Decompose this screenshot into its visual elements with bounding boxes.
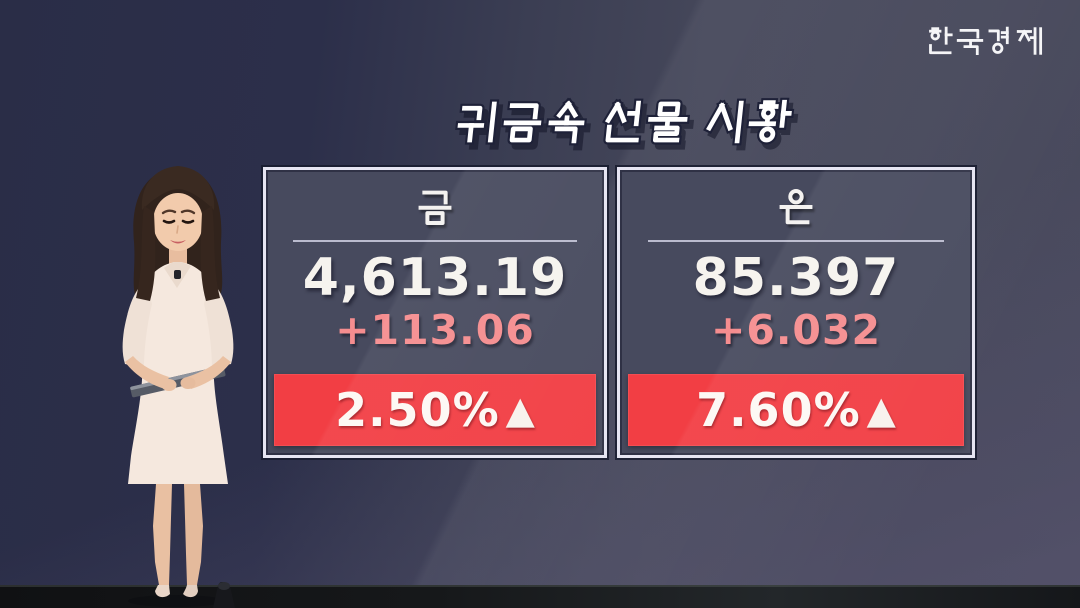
program-title: 귀금속 선물 시황 [452,94,804,150]
market-card-gold: 금 4,613.19 +113.06 2.50% ▲ [263,167,607,458]
up-triangle-icon: ▲ [866,388,896,432]
card-title-gold-glyph [415,184,455,230]
up-triangle-icon: ▲ [505,388,535,432]
price-change-gold: +113.06 [335,305,535,354]
program-title-glyphs [452,94,804,150]
card-divider [293,240,577,242]
floor-microphone [213,582,235,608]
broadcaster-logo-glyphs [928,26,1043,56]
card-title-silver: 은 [620,170,972,236]
card-title-silver-glyph [776,184,816,230]
broadcaster-logo: 한국경제 [926,25,1046,57]
market-card-silver: 은 85.397 +6.032 7.60% ▲ [617,167,975,458]
news-anchor [122,166,234,607]
card-title-gold: 금 [266,170,604,236]
studio-floor [0,585,1080,608]
card-divider [648,240,944,242]
percent-banner-gold: 2.50% ▲ [274,374,596,446]
percent-value-silver: 7.60% [696,383,861,437]
price-value-gold: 4,613.19 [302,248,568,308]
percent-value-gold: 2.50% [335,383,500,437]
percent-banner-silver: 7.60% ▲ [628,374,964,446]
price-change-silver: +6.032 [710,305,882,354]
lapel-mic-icon [174,270,181,279]
price-value-silver: 85.397 [692,248,900,308]
